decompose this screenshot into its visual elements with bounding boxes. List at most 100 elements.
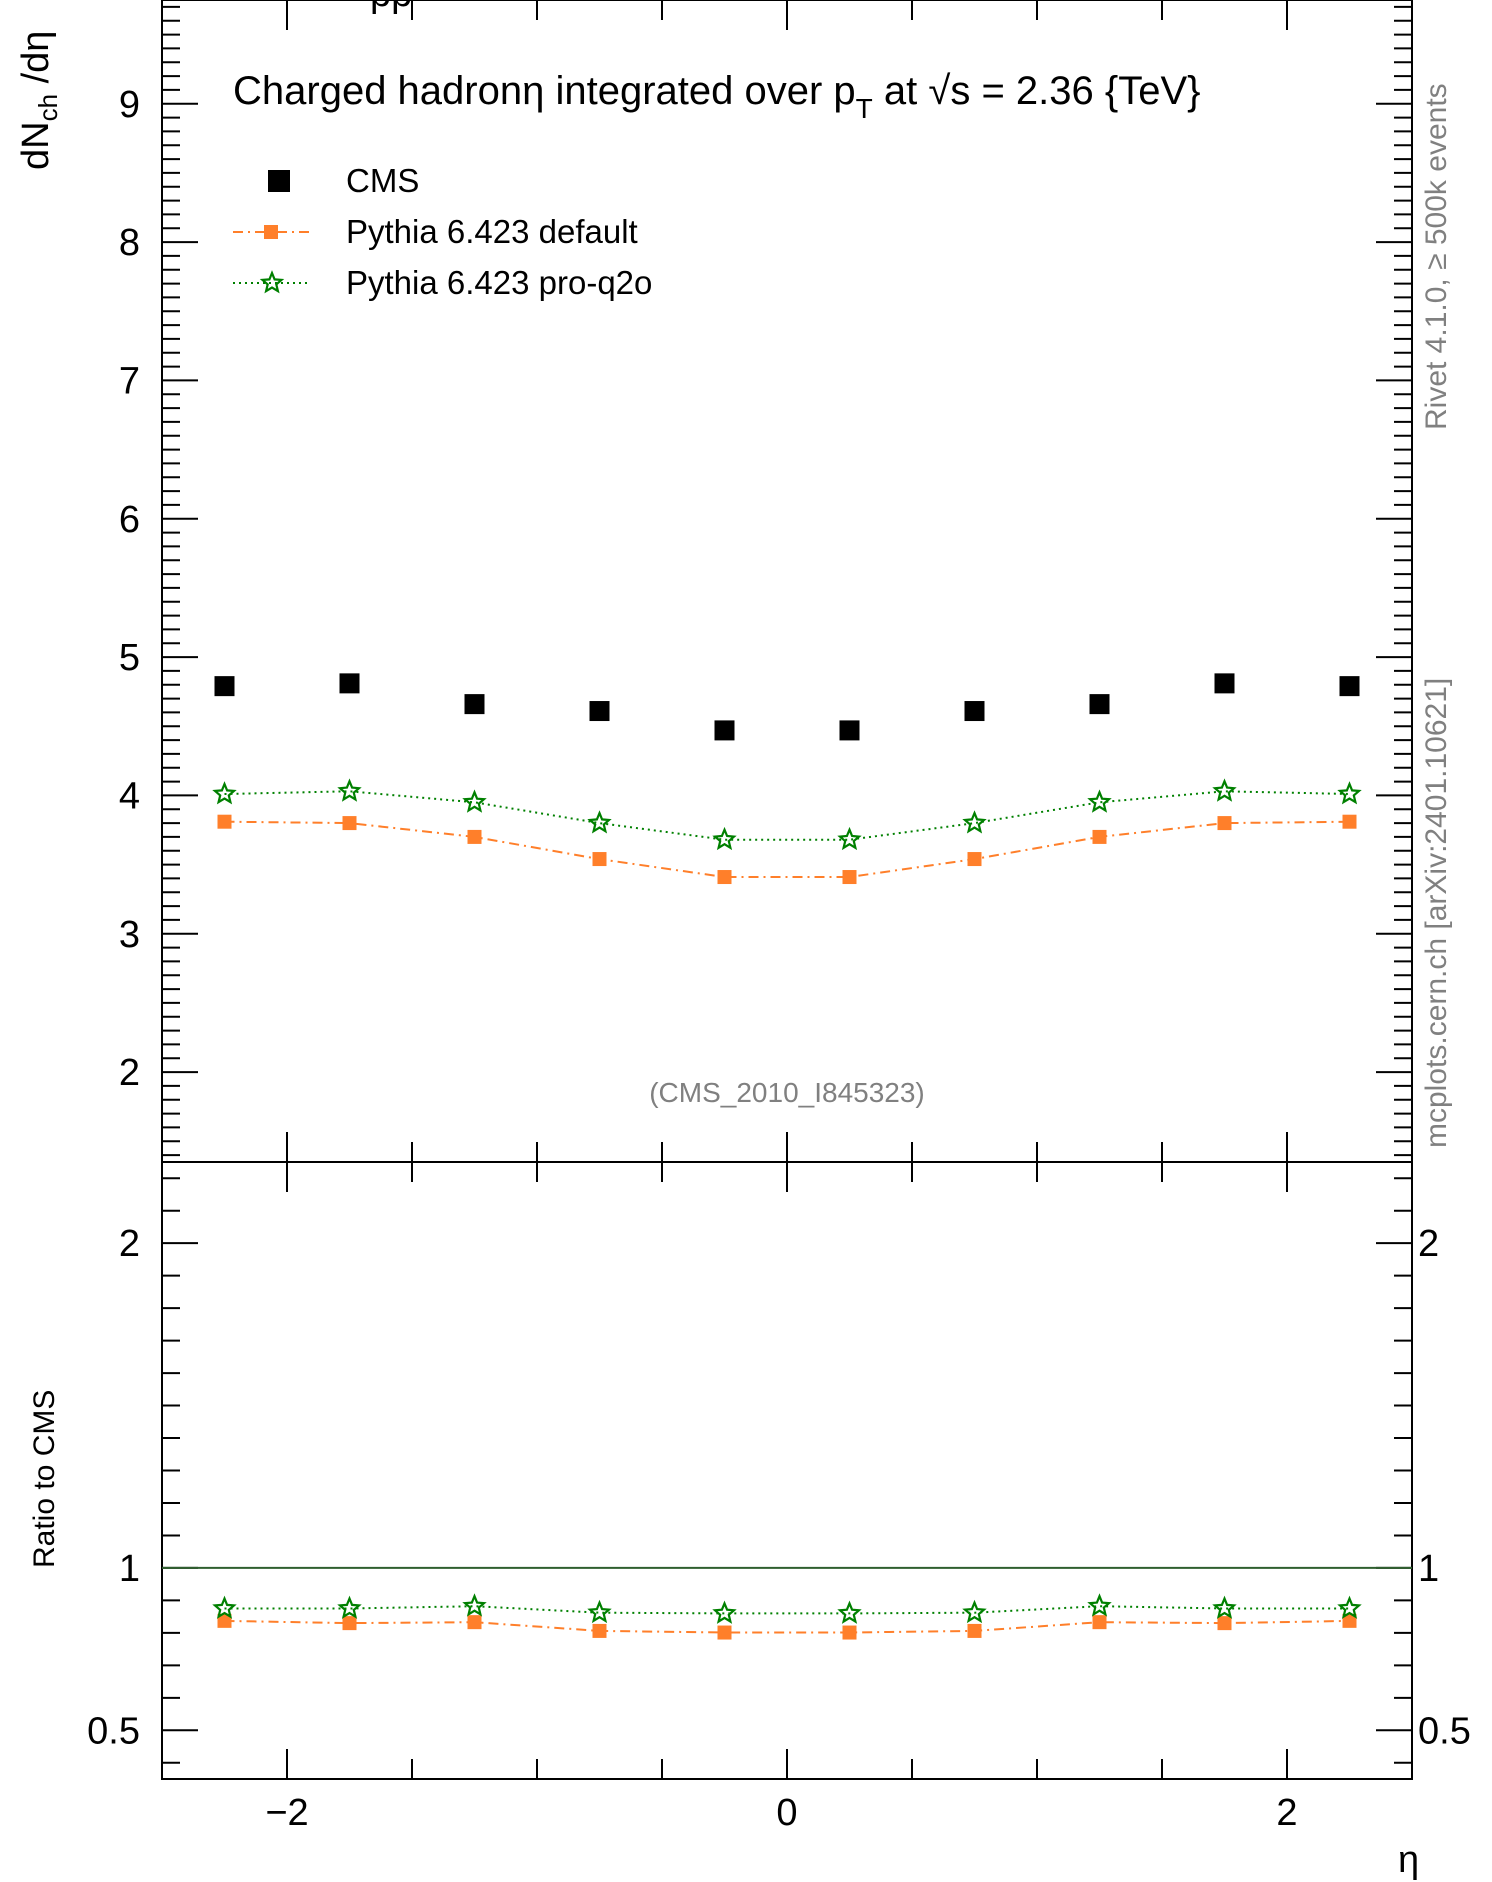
chart-title-eta: η bbox=[522, 69, 544, 113]
data-point-pythia-6-423-pro-q2o bbox=[1337, 781, 1362, 805]
data-point-cms bbox=[1339, 676, 1360, 697]
y-axis-label-main: dN bbox=[15, 121, 57, 170]
tick-labels-layer: −2 0 2 2 3 4 5 6 7 8 9 0.5 0.5 1 1 2 2 bbox=[87, 84, 1471, 1834]
legend-label-proq2o: Pythia 6.423 pro-q2o bbox=[346, 264, 652, 301]
ratio-point-pythia-6-423-pro-q2o bbox=[837, 1600, 862, 1624]
y-axis-label: dNch /dη bbox=[15, 31, 63, 170]
y-tick-label: 8 bbox=[119, 222, 140, 264]
y-tick-label: 6 bbox=[119, 499, 140, 541]
ratio-point-pythia-6-423-default bbox=[717, 1625, 732, 1640]
data-point-cms bbox=[964, 701, 985, 722]
ratio-tick-label-left: 0.5 bbox=[87, 1710, 140, 1752]
y-tick-label: 9 bbox=[119, 84, 140, 126]
data-point-pythia-6-423-pro-q2o bbox=[212, 781, 237, 805]
ratio-point-pythia-6-423-pro-q2o bbox=[462, 1593, 487, 1617]
data-point-cms bbox=[714, 720, 735, 741]
ratio-tick-label-right: 1 bbox=[1418, 1548, 1439, 1590]
x-axis-label: η bbox=[1398, 1839, 1419, 1881]
data-point-pythia-6-423-pro-q2o bbox=[837, 826, 862, 851]
ratio-point-pythia-6-423-default bbox=[1217, 1616, 1232, 1631]
data-point-pythia-6-423-pro-q2o bbox=[462, 789, 487, 813]
legend-marker-proq2o bbox=[259, 270, 285, 294]
top-fragment: pp bbox=[370, 0, 412, 15]
ratio-point-pythia-6-423-default bbox=[217, 1613, 232, 1628]
ratio-point-pythia-6-423-default bbox=[1092, 1615, 1107, 1630]
ratio-point-pythia-6-423-default bbox=[967, 1623, 982, 1638]
series-layer bbox=[162, 673, 1412, 1640]
series-line-pythia-6-423-default bbox=[224, 820, 1350, 878]
data-point-cms bbox=[1089, 694, 1110, 715]
ratio-tick-label-left: 2 bbox=[119, 1223, 140, 1265]
legend-marker-default bbox=[264, 225, 278, 239]
x-tick-label: 0 bbox=[776, 1792, 797, 1834]
analysis-id: (CMS_2010_I845323) bbox=[649, 1077, 925, 1108]
data-point-cms bbox=[464, 694, 485, 715]
chart-title-end: = 2.36 {TeV} bbox=[970, 69, 1200, 113]
data-point-pythia-6-423-default bbox=[342, 816, 357, 831]
side-label-top: Rivet 4.1.0, ≥ 500k events bbox=[1420, 83, 1453, 430]
data-point-pythia-6-423-default bbox=[217, 814, 232, 829]
data-point-cms bbox=[1214, 673, 1235, 694]
ratio-point-pythia-6-423-pro-q2o bbox=[212, 1595, 237, 1619]
data-point-pythia-6-423-pro-q2o bbox=[1212, 778, 1237, 802]
legend: CMS Pythia 6.423 default Pythia 6.423 pr… bbox=[233, 162, 652, 301]
ratio-point-pythia-6-423-pro-q2o bbox=[587, 1599, 612, 1624]
data-point-cms bbox=[839, 720, 860, 741]
data-point-pythia-6-423-default bbox=[592, 852, 607, 867]
x-tick-label: 2 bbox=[1276, 1792, 1297, 1834]
ratio-plot-frame bbox=[161, 1161, 1413, 1780]
ratio-point-pythia-6-423-pro-q2o bbox=[1087, 1593, 1112, 1617]
data-point-cms bbox=[589, 701, 610, 722]
data-point-pythia-6-423-default bbox=[842, 870, 857, 885]
y-tick-label: 3 bbox=[119, 914, 140, 956]
ratio-line-pythia-6-423-pro-q2o bbox=[224, 1605, 1350, 1615]
data-point-pythia-6-423-default bbox=[1092, 829, 1107, 844]
ratio-tick-label-right: 2 bbox=[1418, 1223, 1439, 1265]
chart-title-at: at bbox=[873, 69, 929, 113]
data-point-pythia-6-423-default bbox=[1217, 816, 1232, 831]
ratio-point-pythia-6-423-pro-q2o bbox=[712, 1600, 737, 1624]
data-point-pythia-6-423-default bbox=[717, 870, 732, 885]
ratio-point-pythia-6-423-default bbox=[842, 1625, 857, 1640]
y-axis-label-sub: ch bbox=[33, 94, 63, 121]
data-point-cms bbox=[214, 676, 235, 697]
ticks-layer bbox=[161, 0, 1413, 1779]
data-point-pythia-6-423-default bbox=[1342, 814, 1357, 829]
data-point-pythia-6-423-pro-q2o bbox=[712, 826, 737, 851]
y-tick-label: 4 bbox=[119, 775, 140, 817]
data-point-pythia-6-423-default bbox=[967, 852, 982, 867]
ratio-point-pythia-6-423-pro-q2o bbox=[962, 1599, 987, 1624]
side-label-bottom: mcplots.cern.ch [arXiv:2401.10621] bbox=[1420, 678, 1453, 1148]
x-tick-label: −2 bbox=[265, 1792, 308, 1834]
ratio-point-pythia-6-423-default bbox=[342, 1616, 357, 1631]
ratio-point-pythia-6-423-default bbox=[592, 1623, 607, 1638]
ratio-tick-label-right: 0.5 bbox=[1418, 1710, 1471, 1752]
y-tick-label: 5 bbox=[119, 637, 140, 679]
ratio-y-axis-label: Ratio to CMS bbox=[28, 1390, 61, 1568]
legend-label-default: Pythia 6.423 default bbox=[346, 213, 638, 250]
data-point-cms bbox=[339, 673, 360, 694]
ratio-tick-label-left: 1 bbox=[119, 1548, 140, 1590]
ratio-point-pythia-6-423-pro-q2o bbox=[1212, 1595, 1237, 1619]
chart-title-sub: T bbox=[856, 93, 873, 124]
y-tick-label: 2 bbox=[119, 1052, 140, 1094]
ratio-point-pythia-6-423-default bbox=[467, 1615, 482, 1630]
data-point-pythia-6-423-pro-q2o bbox=[337, 778, 362, 802]
data-point-pythia-6-423-default bbox=[467, 829, 482, 844]
ratio-point-pythia-6-423-pro-q2o bbox=[1337, 1595, 1362, 1619]
ratio-point-pythia-6-423-pro-q2o bbox=[337, 1595, 362, 1619]
chart-title-main: Charged hadron bbox=[233, 69, 522, 113]
y-axis-label-rest: /dη bbox=[15, 31, 57, 94]
data-point-pythia-6-423-pro-q2o bbox=[962, 810, 987, 834]
series-line-pythia-6-423-pro-q2o bbox=[224, 790, 1350, 841]
y-tick-label: 7 bbox=[119, 360, 140, 402]
ratio-line-pythia-6-423-default bbox=[224, 1619, 1350, 1634]
chart-title: Charged hadronη integrated over pT at √s… bbox=[233, 69, 1201, 124]
chart-title-mid: integrated over p bbox=[544, 69, 855, 113]
data-point-pythia-6-423-pro-q2o bbox=[587, 810, 612, 834]
data-point-pythia-6-423-pro-q2o bbox=[1087, 789, 1112, 813]
ratio-point-pythia-6-423-default bbox=[1342, 1613, 1357, 1628]
legend-label-cms: CMS bbox=[346, 162, 419, 199]
legend-marker-cms bbox=[268, 170, 290, 192]
